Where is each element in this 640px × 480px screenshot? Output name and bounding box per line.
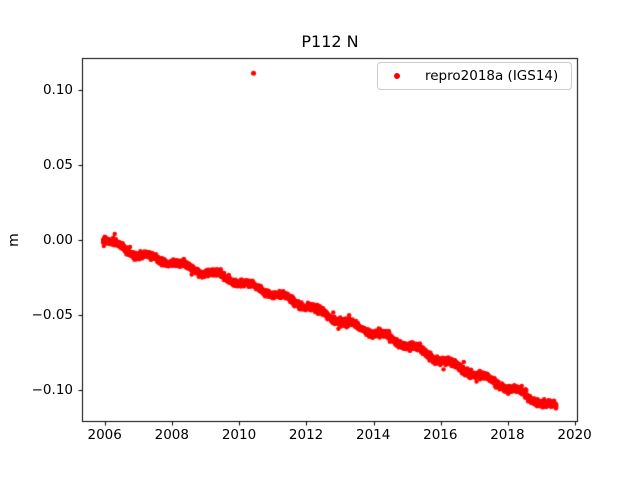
y-tick-label: −0.10: [31, 382, 73, 399]
y-tick-label: 0.00: [42, 232, 73, 248]
y-tick-label: −0.05: [31, 307, 73, 324]
plot-title: P112 N: [301, 32, 359, 51]
x-tick-label: 2010: [221, 427, 257, 443]
x-tick-label: 2008: [154, 427, 189, 443]
legend: repro2018a (IGS14): [377, 62, 572, 90]
x-tick-label: 2012: [288, 427, 324, 443]
x-tick-label: 2006: [87, 427, 122, 443]
y-tick-label: 0.10: [42, 81, 73, 98]
x-tick-label: 2014: [356, 427, 391, 443]
x-tick-label: 2016: [423, 427, 458, 443]
legend-label: repro2018a (IGS14): [425, 68, 559, 84]
y-tick-label: 0.05: [42, 156, 73, 173]
x-tick-label: 2020: [557, 427, 592, 443]
plot-area: [82, 58, 578, 422]
legend-dot-marker-icon: [394, 73, 400, 79]
x-tick-label: 2018: [490, 427, 525, 443]
